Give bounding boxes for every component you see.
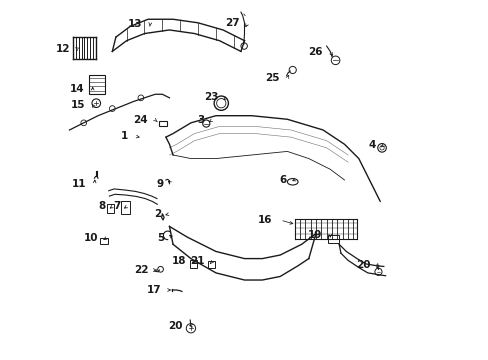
Text: 24: 24 bbox=[132, 115, 147, 125]
Text: 17: 17 bbox=[146, 285, 161, 295]
Text: 20: 20 bbox=[168, 321, 183, 331]
Text: 12: 12 bbox=[56, 44, 70, 54]
Text: 26: 26 bbox=[307, 47, 322, 57]
Text: 20: 20 bbox=[355, 260, 369, 270]
Text: 8: 8 bbox=[99, 201, 106, 211]
Text: 5: 5 bbox=[157, 233, 164, 243]
Bar bbox=[190, 260, 196, 267]
Text: 14: 14 bbox=[70, 84, 84, 94]
Bar bbox=[89, 75, 105, 94]
Text: 19: 19 bbox=[307, 230, 322, 240]
Text: 7: 7 bbox=[113, 201, 120, 211]
Text: 15: 15 bbox=[70, 100, 84, 110]
Text: 27: 27 bbox=[225, 18, 240, 28]
Bar bbox=[107, 204, 114, 213]
Text: 18: 18 bbox=[172, 256, 186, 266]
Text: 25: 25 bbox=[264, 73, 279, 83]
Bar bbox=[100, 238, 107, 244]
Text: 10: 10 bbox=[84, 233, 99, 243]
Bar bbox=[328, 235, 339, 243]
Text: 2: 2 bbox=[154, 209, 162, 219]
Bar bbox=[121, 202, 130, 214]
Text: 21: 21 bbox=[190, 256, 204, 266]
Text: 6: 6 bbox=[279, 175, 286, 185]
Text: 4: 4 bbox=[368, 140, 375, 150]
Text: 23: 23 bbox=[204, 92, 218, 102]
Text: 9: 9 bbox=[156, 179, 163, 189]
Text: 13: 13 bbox=[127, 18, 142, 28]
Text: 3: 3 bbox=[197, 115, 204, 125]
Bar bbox=[159, 121, 166, 126]
Text: 1: 1 bbox=[120, 131, 127, 141]
Bar bbox=[207, 261, 215, 267]
Text: 22: 22 bbox=[134, 265, 148, 275]
Text: 11: 11 bbox=[72, 179, 86, 189]
Text: 16: 16 bbox=[257, 215, 272, 225]
